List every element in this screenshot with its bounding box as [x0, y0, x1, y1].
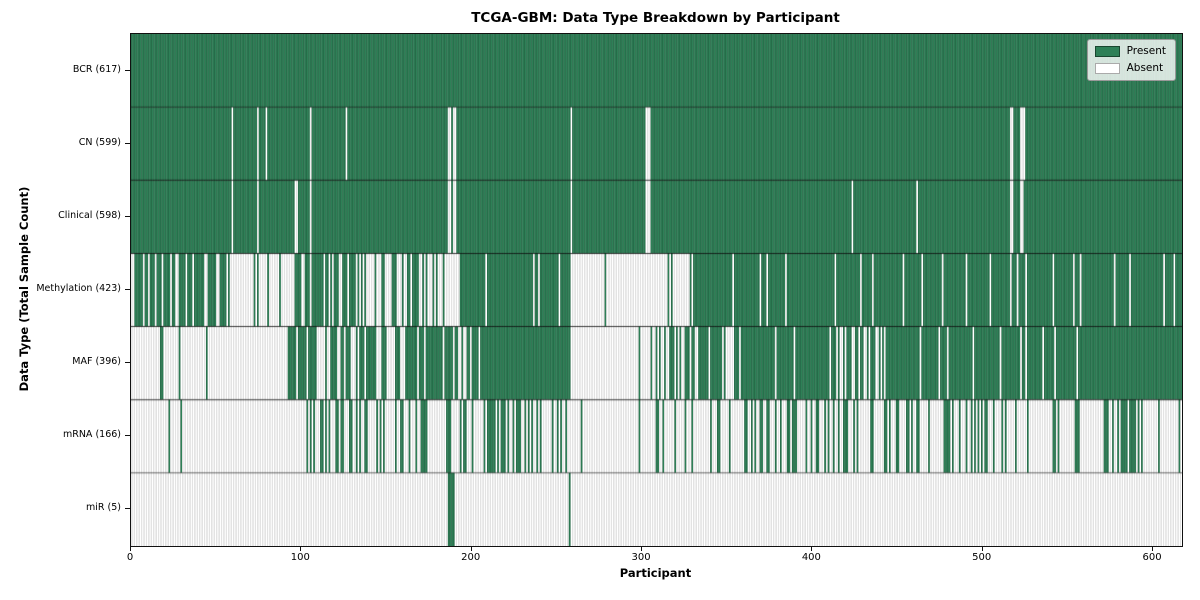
legend-label-absent: Absent	[1126, 62, 1164, 74]
x-tick-label: 0	[126, 552, 134, 563]
x-tick-label: 100	[290, 552, 310, 563]
x-tick	[641, 547, 643, 551]
y-tick	[125, 216, 130, 217]
y-tick	[125, 508, 130, 509]
y-tick	[125, 435, 130, 436]
row-label-bcr: BCR (617)	[72, 63, 121, 75]
x-tick	[1152, 547, 1154, 551]
y-tick	[125, 143, 130, 144]
row-label-mir: miR (5)	[86, 502, 121, 514]
x-tick-label: 300	[631, 552, 651, 563]
row-label-clinical: Clinical (598)	[58, 209, 121, 221]
x-tick	[811, 547, 813, 551]
y-tick	[125, 289, 130, 290]
x-tick	[470, 547, 472, 551]
row-label-cn: CN (599)	[78, 136, 121, 148]
x-tick	[981, 547, 983, 551]
chart-title: TCGA-GBM: Data Type Breakdown by Partici…	[471, 10, 840, 26]
x-tick	[130, 547, 131, 551]
row-label-maf: MAF (396)	[72, 356, 121, 368]
legend-swatch-absent-icon	[1094, 63, 1120, 74]
legend-entry-absent: Absent	[1094, 62, 1166, 75]
heatmap-grid	[131, 34, 1182, 546]
x-tick-label: 600	[1142, 552, 1162, 563]
x-tick-label: 200	[461, 552, 481, 563]
x-axis-label: Participant	[619, 566, 692, 580]
x-tick	[300, 547, 302, 551]
legend-swatch-present-icon	[1094, 46, 1120, 57]
legend-entry-present: Present	[1094, 45, 1166, 58]
x-tick-label: 400	[801, 552, 821, 563]
row-label-methylation: Methylation (423)	[36, 283, 121, 294]
y-tick	[125, 362, 130, 363]
row-label-mrna: mRNA (166)	[62, 429, 121, 441]
legend: Present Absent	[1086, 39, 1176, 81]
plot-area: Present Absent	[130, 33, 1183, 547]
y-tick	[125, 70, 130, 71]
legend-label-present: Present	[1126, 45, 1166, 57]
x-tick-label: 500	[972, 552, 992, 563]
